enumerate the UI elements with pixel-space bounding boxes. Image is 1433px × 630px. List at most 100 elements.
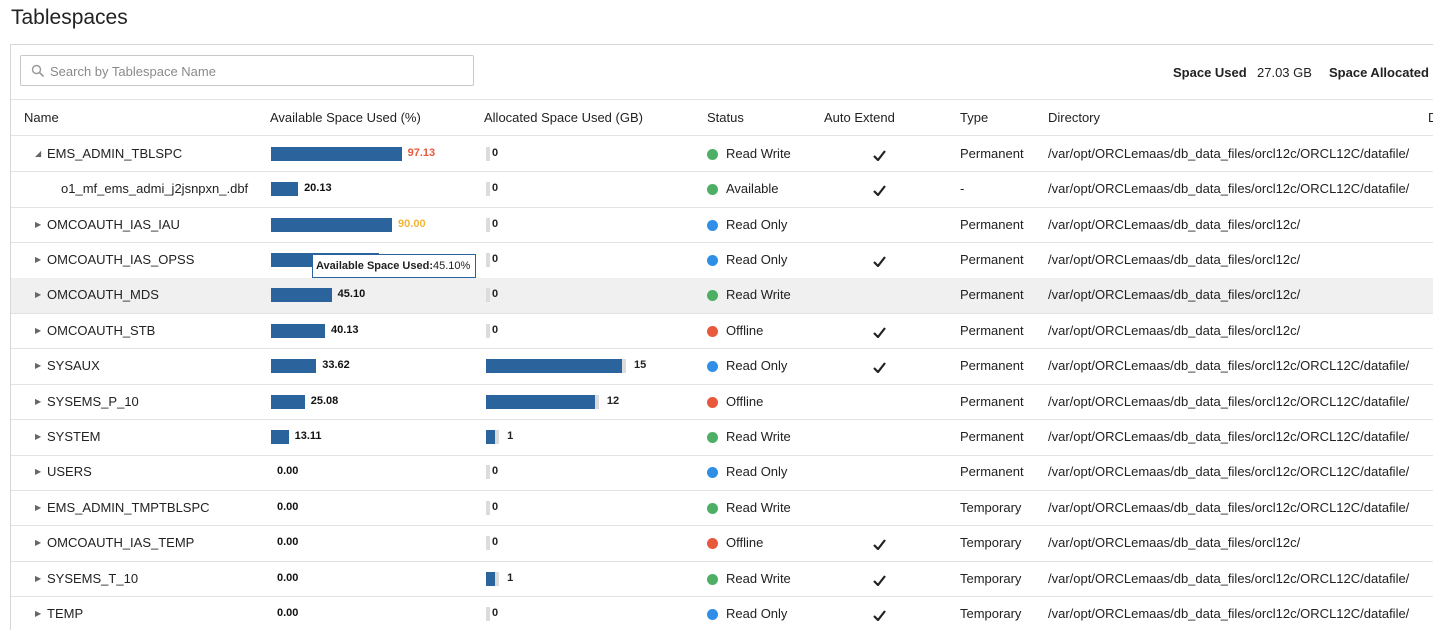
- status-text: Available: [726, 181, 779, 197]
- expander[interactable]: ▶: [35, 467, 42, 477]
- type: Permanent: [960, 358, 1024, 374]
- tablespace-name[interactable]: USERS: [47, 464, 92, 480]
- alloc-label: 0: [492, 288, 499, 301]
- expander[interactable]: ▶: [35, 573, 42, 583]
- alloc-label: 1: [507, 429, 514, 442]
- tablespace-name[interactable]: SYSEMS_P_10: [47, 393, 139, 409]
- directory: /var/opt/ORCLemaas/db_data_files/orcl12c…: [1048, 145, 1410, 161]
- divider: [11, 171, 1433, 173]
- tablespace-name[interactable]: EMS_ADMIN_TMPTBLSPC: [47, 499, 210, 515]
- status-text: Read Only: [726, 464, 788, 480]
- status-dot: [707, 184, 718, 196]
- tablespace-name[interactable]: SYSTEM: [47, 428, 101, 444]
- pct-label: 0.00: [277, 606, 299, 619]
- status-dot: [707, 148, 718, 160]
- expander[interactable]: ▶: [35, 502, 42, 512]
- type: Permanent: [960, 287, 1024, 303]
- expander[interactable]: ▶: [35, 219, 42, 229]
- type: Permanent: [960, 322, 1024, 338]
- expander[interactable]: ▶: [35, 254, 42, 264]
- column-header[interactable]: Name: [24, 110, 59, 125]
- status-dot: [707, 290, 718, 302]
- search-box[interactable]: Search by Tablespace Name: [20, 55, 474, 86]
- status-dot: [707, 431, 718, 443]
- divider: [11, 135, 1433, 136]
- pct-label: 90.00: [398, 217, 426, 230]
- alloc-label: 0: [492, 252, 499, 265]
- divider: [11, 454, 1433, 456]
- pct-label: 0.00: [277, 536, 299, 549]
- column-header[interactable]: Status: [707, 110, 744, 125]
- type: Permanent: [960, 251, 1024, 267]
- tablespace-name[interactable]: o1_mf_ems_admi_j2jsnpxn_.dbf: [61, 181, 249, 197]
- tablespace-name[interactable]: OMCOAUTH_IAS_TEMP: [47, 535, 195, 551]
- auto-extend-check: [873, 573, 886, 587]
- tablespace-name[interactable]: OMCOAUTH_MDS: [47, 287, 159, 303]
- column-header[interactable]: Type: [960, 110, 989, 125]
- alloc-label: 0: [492, 536, 499, 549]
- search-icon: [31, 64, 45, 78]
- alloc-track: [622, 359, 627, 374]
- status-dot: [707, 502, 718, 514]
- status-text: Read Only: [726, 605, 788, 621]
- status-text: Read Write: [726, 499, 791, 515]
- expander[interactable]: ▶: [35, 538, 42, 548]
- column-header[interactable]: Auto Extend: [824, 110, 895, 125]
- pct-label: 0.00: [277, 571, 299, 584]
- expander[interactable]: ◢: [35, 148, 42, 158]
- divider: [11, 419, 1433, 421]
- alloc-bar: [486, 359, 623, 374]
- tablespace-name[interactable]: OMCOAUTH_STB: [47, 322, 156, 338]
- column-header[interactable]: Directory: [1048, 110, 1101, 125]
- type: Temporary: [960, 499, 1022, 515]
- divider: [11, 348, 1433, 350]
- pct-label: 40.13: [330, 323, 359, 336]
- status-dot: [707, 467, 718, 479]
- divider: [11, 383, 1433, 385]
- expander[interactable]: ▶: [35, 396, 42, 406]
- alloc-label: 12: [606, 394, 620, 407]
- directory: /var/opt/ORCLemaas/db_data_files/orcl12c…: [1048, 393, 1410, 409]
- type: -: [960, 181, 965, 197]
- tablespace-name[interactable]: SYSAUX: [47, 358, 100, 374]
- status-dot: [707, 361, 718, 373]
- expander[interactable]: ▶: [35, 361, 42, 371]
- column-header[interactable]: Allocated Space Used (GB): [484, 110, 643, 125]
- auto-extend-check: [873, 360, 886, 374]
- alloc-track: [495, 429, 500, 444]
- tablespace-name[interactable]: OMCOAUTH_IAS_IAU: [47, 216, 180, 232]
- table-panel: [10, 44, 1433, 630]
- alloc-bar: [486, 571, 496, 586]
- divider: [11, 560, 1433, 562]
- pct-bar: [271, 429, 289, 444]
- pct-label: 45.10: [337, 288, 366, 301]
- tablespace-name[interactable]: SYSEMS_T_10: [47, 570, 139, 586]
- tablespace-name[interactable]: OMCOAUTH_IAS_OPSS: [47, 251, 195, 267]
- pct-label: 0.00: [277, 465, 299, 478]
- status-text: Read Only: [726, 251, 788, 267]
- alloc-track: [486, 182, 490, 197]
- expander[interactable]: ▶: [35, 290, 42, 300]
- expander[interactable]: ▶: [35, 325, 42, 335]
- status-text: Read Write: [726, 570, 791, 586]
- status-text: Read Only: [726, 216, 788, 232]
- auto-extend-check: [873, 183, 886, 197]
- status-text: Offline: [726, 535, 764, 551]
- tablespace-name[interactable]: TEMP: [47, 605, 84, 621]
- alloc-track: [486, 252, 490, 267]
- directory: /var/opt/ORCLemaas/db_data_files/orcl12c…: [1048, 535, 1301, 551]
- directory: /var/opt/ORCLemaas/db_data_files/orcl12c…: [1048, 605, 1410, 621]
- summary-label: Space Used: [1173, 65, 1247, 80]
- alloc-track: [486, 500, 490, 515]
- tablespace-name[interactable]: EMS_ADMIN_TBLSPC: [47, 145, 183, 161]
- status-dot: [707, 396, 718, 408]
- type: Permanent: [960, 464, 1024, 480]
- expander[interactable]: ▶: [35, 431, 42, 441]
- expander[interactable]: ▶: [35, 608, 42, 618]
- column-header[interactable]: D: [1428, 110, 1433, 125]
- column-header[interactable]: Available Space Used (%): [270, 110, 421, 125]
- status-dot: [707, 608, 718, 620]
- tooltip-value: 45.10%: [433, 259, 471, 272]
- auto-extend-check: [873, 537, 886, 551]
- auto-extend-check: [873, 254, 886, 268]
